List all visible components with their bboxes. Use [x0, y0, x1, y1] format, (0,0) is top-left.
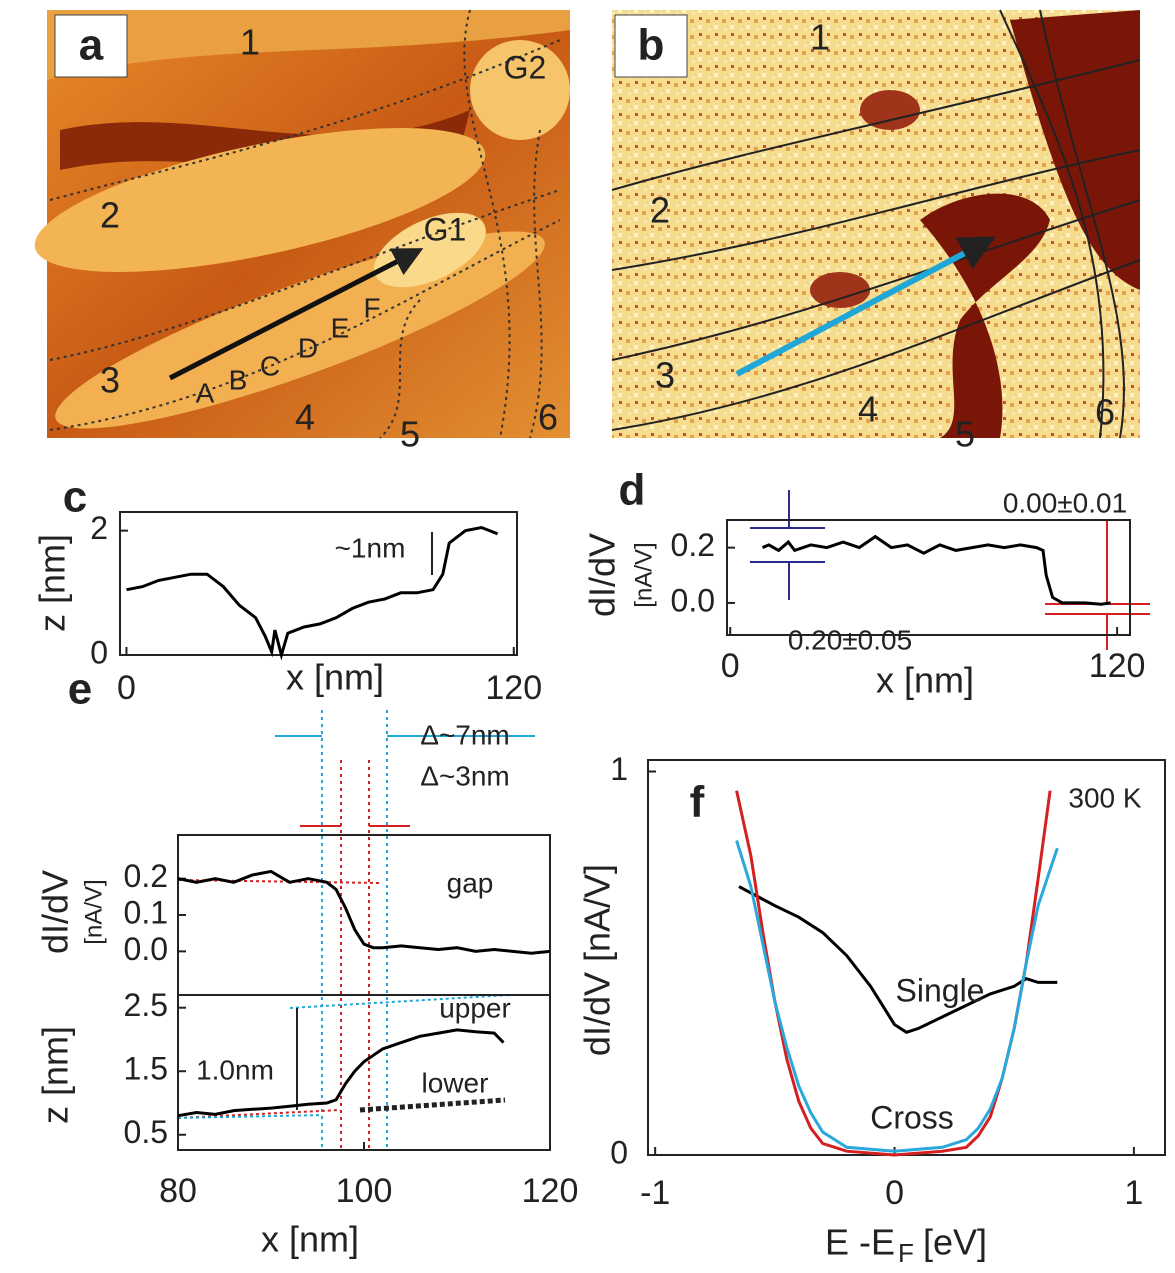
image-annotation: G1	[424, 211, 467, 247]
annotation: upper	[439, 992, 511, 1023]
plot-frame	[727, 520, 1130, 635]
x-axis-label: x [nm]	[261, 1219, 359, 1260]
image-annotation: 3	[655, 355, 675, 396]
x-tick-label: 0	[885, 1174, 904, 1212]
line-series	[127, 528, 498, 656]
annotation: 0.00±0.01	[1003, 487, 1127, 518]
x-axis-label: x [nm]	[876, 660, 974, 701]
panel-letter: c	[63, 473, 87, 522]
image-annotation: 1	[810, 17, 830, 58]
image-annotation: 6	[1095, 392, 1115, 433]
image-annotation: D	[298, 332, 318, 363]
x-axis-unit: [eV]	[923, 1222, 987, 1263]
panel-letter: d	[619, 466, 646, 515]
x-tick-label: 120	[1089, 647, 1146, 685]
y-axis-label: dI/dV [nA/V]	[577, 864, 618, 1056]
x-tick-label: 100	[336, 1172, 393, 1210]
annotation: ~1nm	[335, 532, 406, 563]
panel-label: a	[79, 21, 104, 70]
y-tick-label: 0.2	[124, 858, 168, 894]
y-tick-label: 0.5	[124, 1114, 168, 1150]
image-annotation: G2	[504, 49, 547, 85]
image-annotation: B	[229, 364, 248, 395]
image-annotation: 3	[100, 360, 120, 401]
annotation: 300 K	[1068, 782, 1141, 813]
image-annotation: 1	[240, 22, 260, 63]
line-series	[763, 537, 1111, 605]
series-label: Single	[896, 972, 985, 1008]
annotation: gap	[447, 867, 494, 898]
y-tick-label: 0	[90, 634, 108, 670]
x-tick-label: 0	[721, 647, 740, 685]
image-annotation: 5	[955, 414, 975, 455]
image-annotation: E	[331, 312, 350, 343]
x-axis-label: x [nm]	[286, 657, 384, 698]
image-annotation: 6	[538, 397, 558, 438]
plot-frame	[178, 835, 550, 995]
x-tick-label: 80	[159, 1172, 197, 1210]
image-annotation: 4	[295, 397, 315, 438]
annotation: Δ~3nm	[420, 760, 510, 791]
y-axis-unit: [nA/V]	[80, 879, 107, 944]
annotation: 1.0nm	[196, 1054, 274, 1085]
x-tick-label: 0	[117, 669, 136, 707]
annotation-arrows	[178, 490, 1150, 1150]
image-annotation: A	[196, 377, 215, 408]
y-tick-label: 1	[610, 751, 628, 787]
y-tick-label: 0	[610, 1134, 628, 1170]
series-label: Cross	[870, 1099, 954, 1135]
y-axis-label: dI/dV	[35, 870, 76, 954]
x-axis-label-sub: F	[898, 1238, 914, 1268]
y-axis-label: dI/dV	[582, 533, 623, 617]
panel-letter: f	[690, 778, 705, 827]
x-tick-label: 120	[485, 669, 542, 707]
panel-letter: e	[68, 665, 92, 714]
x-tick-label: 1	[1124, 1174, 1143, 1212]
annotation: lower	[422, 1067, 489, 1098]
y-tick-label: 2.5	[124, 987, 168, 1023]
annotation: Δ~7nm	[420, 719, 510, 750]
y-axis-label: z [nm]	[35, 1026, 76, 1124]
x-tick-label: -1	[640, 1174, 670, 1212]
image-annotation: 4	[858, 389, 878, 430]
panel-b-image	[612, 10, 1140, 438]
annotation: 0.20±0.05	[788, 624, 912, 655]
image-annotation: 2	[650, 190, 670, 231]
y-tick-label: 1.5	[124, 1051, 168, 1087]
y-axis-unit: [nA/V]	[630, 542, 657, 607]
image-annotation: C	[260, 350, 280, 381]
y-tick-label: 0.0	[124, 931, 168, 967]
line-series	[739, 887, 1057, 1033]
figure: a123456G1G2ABCDEFb123456020120cz [nm]x […	[0, 0, 1175, 1268]
image-annotation: 5	[400, 414, 420, 455]
image-annotation: 2	[100, 195, 120, 236]
plot-frame	[120, 512, 517, 655]
y-tick-label: 0.1	[124, 894, 168, 930]
x-axis-label: E -E	[825, 1222, 895, 1263]
plot-frame	[648, 760, 1165, 1155]
y-tick-label: 0.0	[671, 582, 715, 618]
y-axis-label: z [nm]	[32, 534, 73, 632]
x-tick-label: 120	[522, 1172, 579, 1210]
y-tick-label: 2	[90, 510, 108, 546]
image-annotation: F	[363, 292, 380, 323]
panel-label: b	[638, 21, 665, 70]
y-tick-label: 0.2	[671, 527, 715, 563]
